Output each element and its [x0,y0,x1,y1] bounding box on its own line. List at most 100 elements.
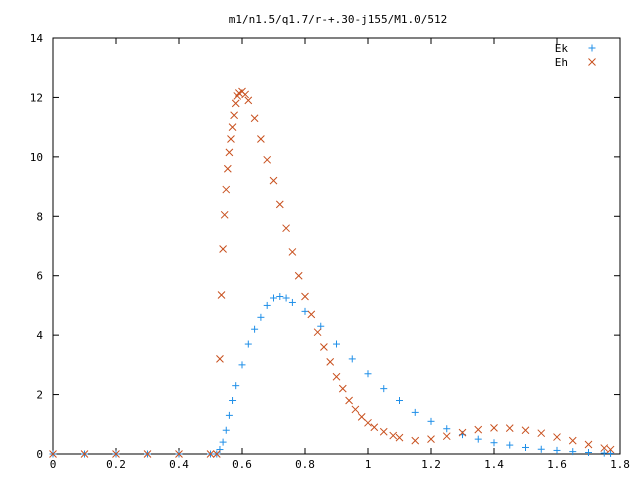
x-tick-label: 1.2 [421,458,441,471]
legend-marker-ek [588,44,596,52]
data-point-ek [411,408,419,416]
y-tick-label: 6 [36,270,43,283]
chart-title: m1/n1.5/q1.7/r-+.30-j155/M1.0/512 [229,13,448,26]
axes: 0 0.2 0.4 0.6 0.8 1 1.2 1.4 1.6 1.8 0 2 4 6 8 10 12 14 [30,32,630,471]
data-point-eh [294,271,303,280]
x-tick-label: 1.4 [484,458,504,471]
data-point-eh [250,114,259,123]
data-point-eh [263,155,272,164]
data-point-eh [600,444,609,452]
data-point-eh [231,99,240,108]
data-point-eh [332,372,341,381]
series-ek [49,293,615,458]
data-point-eh [338,384,347,393]
x-tick-label: 0.6 [232,458,252,471]
data-point-eh [395,433,404,442]
data-point-eh [411,436,420,445]
data-point-ek [506,441,514,449]
plot-border [52,37,621,455]
data-point-eh [112,450,120,458]
data-point-eh [490,423,498,432]
data-point-ek [585,449,592,457]
data-point-ek [225,411,233,419]
data-point-eh [241,90,250,99]
data-point-eh [320,343,328,351]
data-point-eh [301,292,309,301]
data-point-eh [606,445,615,454]
series-layer [49,87,615,458]
data-point-ek [522,443,529,451]
data-point-eh [458,428,467,437]
legend-label-ek: Ek [555,42,569,55]
legend-label-eh: Eh [555,56,568,69]
data-point-eh [223,164,232,173]
data-point-eh [307,310,316,319]
data-point-ek [396,397,403,405]
legend-marker-eh [588,58,596,66]
y-tick-label: 8 [36,210,43,223]
y-tick-label: 12 [30,91,43,104]
x-tick-label: 1.6 [547,458,567,471]
data-point-eh [80,450,89,458]
data-point-eh [216,355,224,363]
data-point-eh [225,148,234,157]
data-point-ek [222,426,230,434]
data-point-eh [364,418,372,427]
x-tick-label: 0.2 [106,458,126,471]
data-point-eh [521,426,530,435]
data-point-eh [217,291,226,299]
data-point-eh [584,440,593,449]
data-point-ek [380,385,388,393]
data-point-ek [282,294,290,302]
data-point-eh [370,423,379,432]
data-point-eh [474,425,483,434]
data-point-ek [229,397,237,405]
y-tick-label: 14 [30,32,44,45]
series-eh [49,87,615,458]
data-point-eh [230,111,238,120]
data-point-ek [257,313,265,321]
data-point-eh [282,224,290,233]
data-point-eh [143,450,152,458]
data-point-eh [442,432,451,441]
data-point-eh [505,424,514,433]
data-point-ek [333,340,340,348]
data-point-eh [175,450,183,458]
x-tick-label: 0 [50,458,57,471]
data-point-ek [569,448,577,456]
x-tick-label: 0.4 [169,458,189,471]
data-point-eh [537,429,546,438]
data-point-eh [427,435,435,443]
data-point-eh [326,358,335,366]
data-point-eh [553,433,561,441]
y-tick-label: 4 [36,329,43,342]
data-point-ek [238,361,246,369]
data-point-eh [379,427,388,436]
data-point-eh [269,176,278,185]
data-point-ek [600,449,608,457]
x-tick-label: 0.8 [295,458,315,471]
data-point-eh [228,123,237,131]
data-point-eh [220,210,229,219]
data-point-ek [276,293,284,301]
data-point-ek [427,417,435,425]
data-point-eh [313,328,322,337]
data-point-eh [222,185,231,194]
data-point-ek [474,435,482,443]
data-point-ek [270,294,277,302]
data-point-ek [216,446,224,454]
data-point-eh [206,450,215,458]
data-point-ek [490,439,498,447]
data-point-eh [257,135,265,143]
data-point-eh [212,450,221,458]
data-point-eh [357,413,366,421]
x-tick-label: 1 [365,458,372,471]
data-point-ek [301,307,309,315]
data-point-eh [49,450,57,458]
data-point-ek [244,340,252,348]
legend: Ek Eh [555,42,596,69]
data-point-ek [364,370,372,378]
data-point-eh [227,135,235,143]
data-point-eh [389,431,398,440]
data-point-ek [232,382,240,390]
